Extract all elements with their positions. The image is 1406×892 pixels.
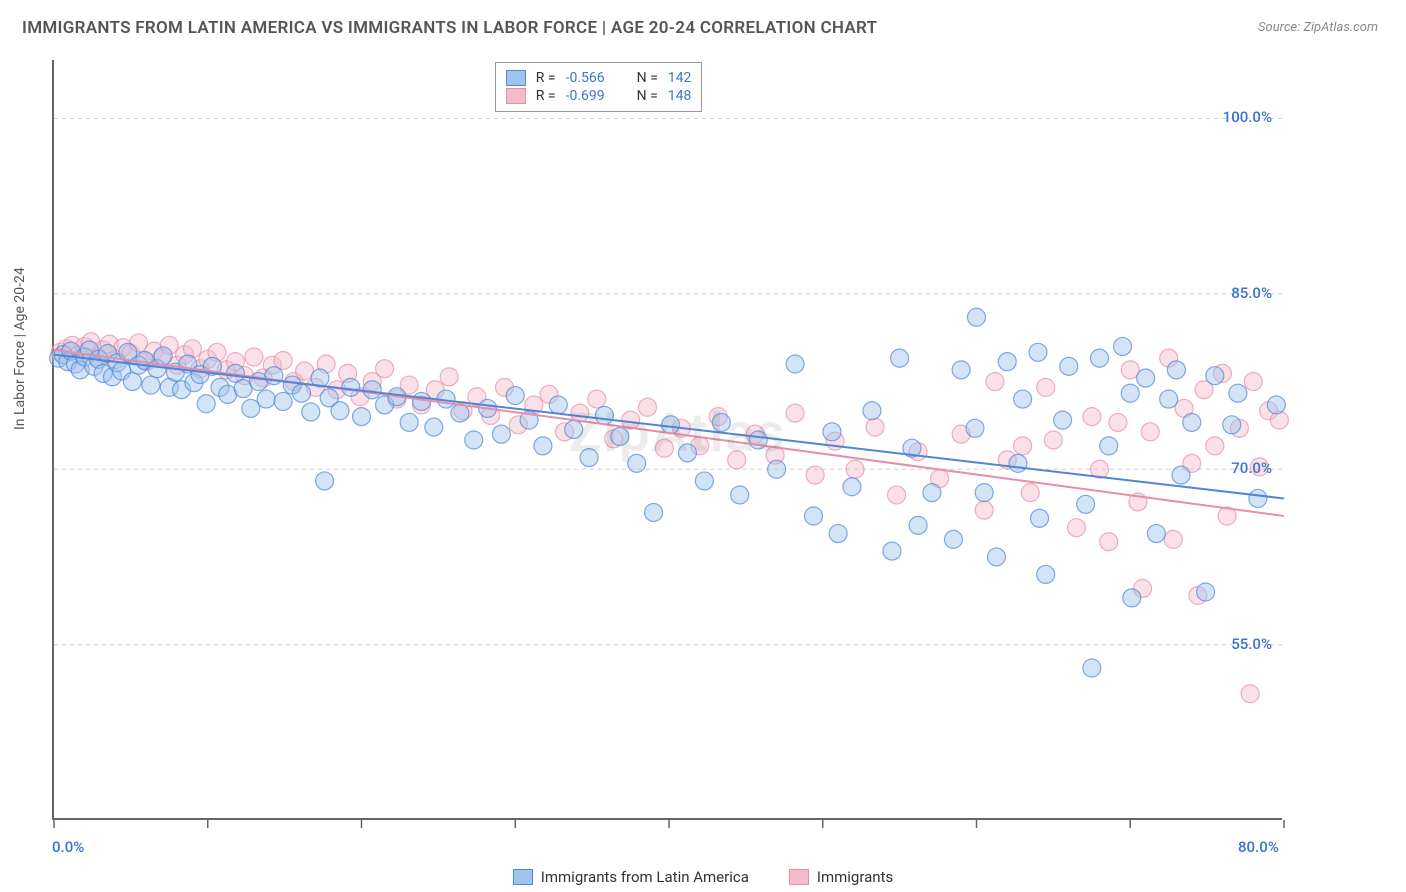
legend-R-label: R = <box>536 70 556 86</box>
y-tick-label: 85.0% <box>1212 284 1272 302</box>
legend-R-value: -0.699 <box>566 88 605 104</box>
legend-R-label: R = <box>536 88 556 104</box>
legend-N-label: N = <box>637 88 658 104</box>
legend-N-value: 142 <box>668 70 692 86</box>
chart-container: IMMIGRANTS FROM LATIN AMERICA VS IMMIGRA… <box>0 0 1406 892</box>
legend-swatch <box>506 70 526 86</box>
legend-swatch <box>513 869 533 885</box>
y-axis-label: In Labor Force | Age 20-24 <box>12 267 28 430</box>
y-tick-label: 70.0% <box>1212 459 1272 477</box>
legend-R-value: -0.566 <box>566 70 605 86</box>
legend-series-item: Immigrants from Latin America <box>513 868 749 886</box>
chart-title: IMMIGRANTS FROM LATIN AMERICA VS IMMIGRA… <box>22 18 877 38</box>
legend-series-item: Immigrants <box>789 868 893 886</box>
x-tick-label: 80.0% <box>1238 838 1279 856</box>
y-tick-label: 100.0% <box>1212 108 1272 126</box>
y-tick-label: 55.0% <box>1212 635 1272 653</box>
source-label: Source: ZipAtlas.com <box>1258 20 1378 35</box>
legend-swatch <box>506 88 526 104</box>
legend-series-label: Immigrants from Latin America <box>541 868 749 886</box>
legend-correlation: R = -0.566 N = 142 R = -0.699 N = 148 <box>495 62 703 112</box>
legend-N-label: N = <box>637 70 658 86</box>
legend-series: Immigrants from Latin America Immigrants <box>0 868 1406 886</box>
legend-corr-row: R = -0.699 N = 148 <box>506 87 692 105</box>
plot-area <box>52 60 1282 820</box>
legend-swatch <box>789 869 809 885</box>
legend-corr-row: R = -0.566 N = 142 <box>506 69 692 87</box>
legend-N-value: 148 <box>668 88 692 104</box>
x-tick-label: 0.0% <box>52 838 84 856</box>
legend-series-label: Immigrants <box>817 868 893 886</box>
